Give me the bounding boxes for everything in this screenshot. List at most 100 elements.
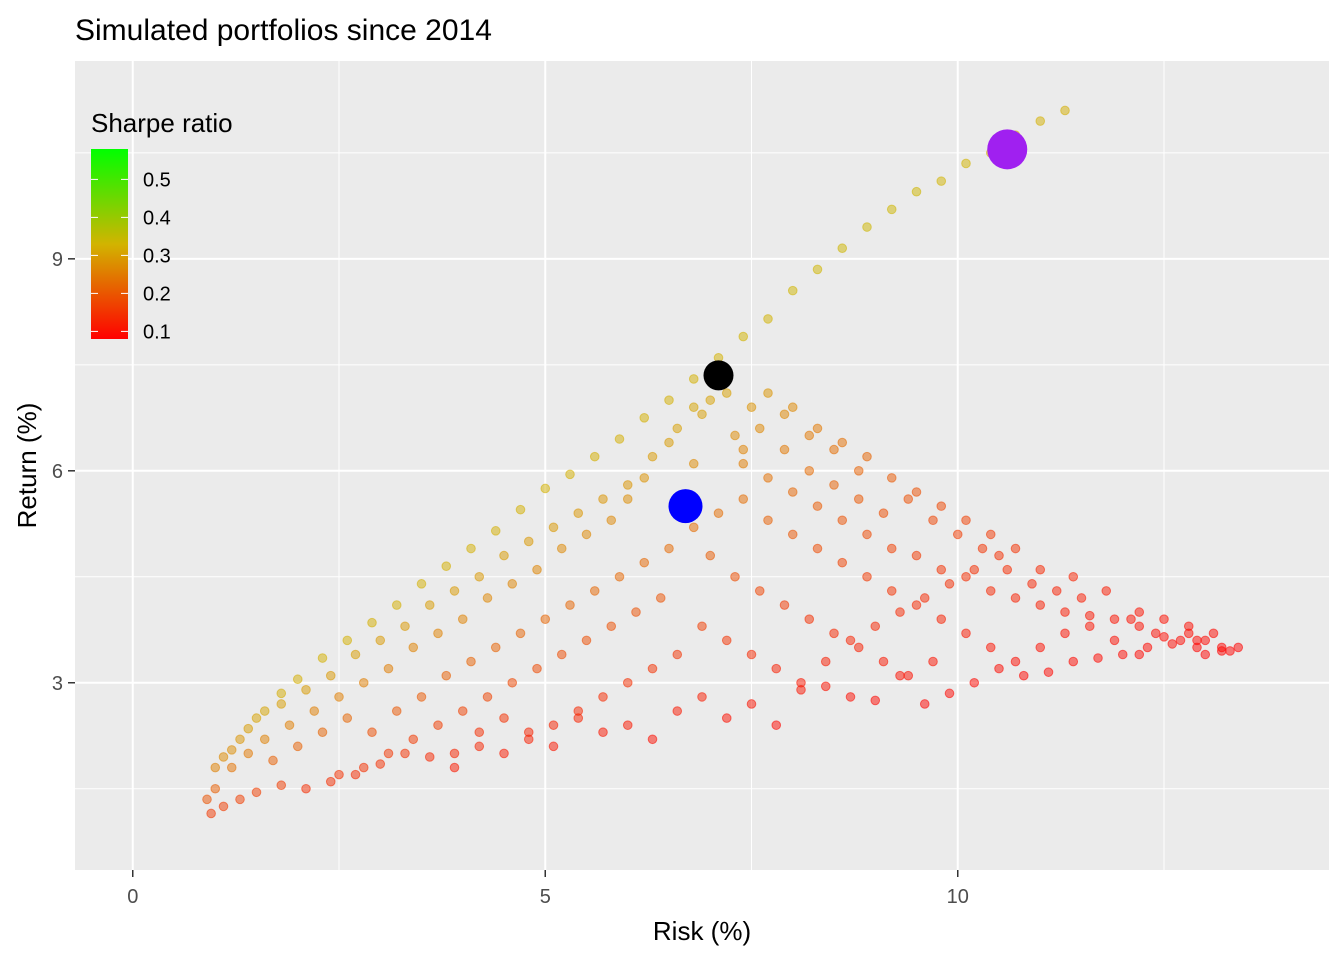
scatter-point: [466, 543, 476, 554]
scatter-point: [375, 635, 386, 646]
legend-title: Sharpe ratio: [91, 108, 233, 138]
scatter-point: [853, 494, 864, 504]
scatter-point: [383, 748, 394, 759]
scatter-point: [1027, 579, 1037, 589]
scatter-point: [226, 762, 237, 773]
scatter-point: [614, 571, 625, 582]
scatter-point: [1060, 105, 1070, 116]
scatter-point: [985, 642, 996, 653]
scatter-point: [688, 522, 699, 533]
scatter-point: [787, 285, 798, 296]
scatter-point: [367, 617, 377, 628]
plot-panel: [75, 61, 1329, 870]
scatter-point: [350, 649, 361, 660]
scatter-point: [977, 543, 988, 554]
scatter-point: [853, 642, 864, 653]
scatter-point: [276, 688, 287, 699]
scatter-point: [994, 550, 1004, 561]
scatter-point: [961, 158, 971, 169]
scatter-point: [903, 670, 914, 681]
scatter-point: [862, 222, 872, 232]
scatter-point: [474, 571, 485, 582]
grid-lines: [75, 61, 1329, 870]
scatter-point: [688, 458, 699, 469]
scatter-point: [268, 755, 278, 766]
scatter-point: [639, 473, 650, 483]
scatter-point: [1134, 607, 1145, 617]
scatter-point: [829, 444, 839, 455]
scatter-point: [853, 465, 864, 476]
scatter-point: [952, 529, 963, 540]
scatter-point: [655, 593, 666, 603]
scatter-point: [416, 579, 427, 589]
legend-label: 0.3: [143, 245, 171, 267]
scatter-point: [383, 663, 394, 674]
scatter-point: [1010, 543, 1021, 554]
scatter-point: [1010, 656, 1021, 667]
scatter-point: [325, 670, 336, 681]
scatter-point: [631, 607, 641, 617]
scatter-point: [754, 586, 765, 596]
scatter-point: [796, 677, 806, 688]
scatter-point: [738, 458, 749, 469]
scatter-point: [367, 727, 377, 738]
scatter-point: [820, 656, 831, 667]
scatter-point: [556, 649, 567, 660]
scatter-point: [474, 741, 485, 752]
scatter-point: [507, 677, 518, 688]
scatter-point: [1035, 642, 1046, 653]
scatter-point: [400, 748, 410, 759]
scatter-point: [441, 561, 452, 571]
scatter-point: [1101, 586, 1112, 596]
scatter-point: [944, 579, 955, 589]
scatter-point: [334, 692, 344, 702]
scatter-point: [1159, 614, 1169, 624]
scatter-point: [259, 734, 270, 745]
scatter-point: [639, 413, 650, 423]
scatter-point: [449, 762, 460, 773]
scatter-point: [358, 677, 369, 688]
scatter-point: [622, 494, 633, 504]
scatter-point: [1159, 632, 1169, 642]
legend-labels: 0.5 0.4 0.3 0.2 0.1: [91, 169, 171, 343]
scatter-point: [969, 677, 980, 688]
scatter-point: [1035, 116, 1046, 126]
scatter-point: [490, 642, 501, 653]
scatter-point: [499, 713, 509, 723]
scatter-point: [259, 706, 270, 716]
scatter-point: [433, 720, 443, 730]
scatter-point: [424, 600, 435, 610]
scatter-point: [746, 402, 757, 413]
scatter-point: [928, 656, 938, 667]
scatter-point: [581, 529, 592, 540]
scatter-point: [206, 808, 216, 819]
scatter-point: [870, 695, 881, 706]
scatter-point: [499, 748, 509, 759]
scatter-point: [936, 614, 947, 624]
scatter-point: [878, 656, 889, 667]
scatter-point: [1167, 639, 1178, 649]
scatter-point: [969, 564, 980, 575]
scatter-point: [235, 734, 245, 745]
scatter-point: [713, 508, 724, 518]
scatter-point: [886, 473, 897, 483]
scatter-point: [721, 388, 732, 398]
scatter-point: [523, 536, 534, 547]
chart-title: Simulated portfolios since 2014: [75, 14, 492, 47]
scatter-point: [1068, 571, 1079, 582]
scatter-point: [829, 628, 839, 639]
scatter-point: [400, 621, 410, 632]
scatter-point: [895, 670, 905, 681]
scatter-point: [994, 663, 1004, 674]
scatter-point: [622, 720, 633, 730]
legend-label: 0.5: [143, 169, 171, 191]
scatter-point: [424, 752, 435, 762]
scatter-point: [243, 723, 254, 734]
scatter-point: [235, 794, 245, 805]
scatter-point: [515, 504, 526, 515]
highlight-points: [668, 129, 1028, 524]
scatter-point: [647, 451, 658, 462]
highlight-point: [987, 129, 1028, 170]
scatter-point: [878, 508, 889, 518]
scatter-point: [598, 727, 608, 738]
